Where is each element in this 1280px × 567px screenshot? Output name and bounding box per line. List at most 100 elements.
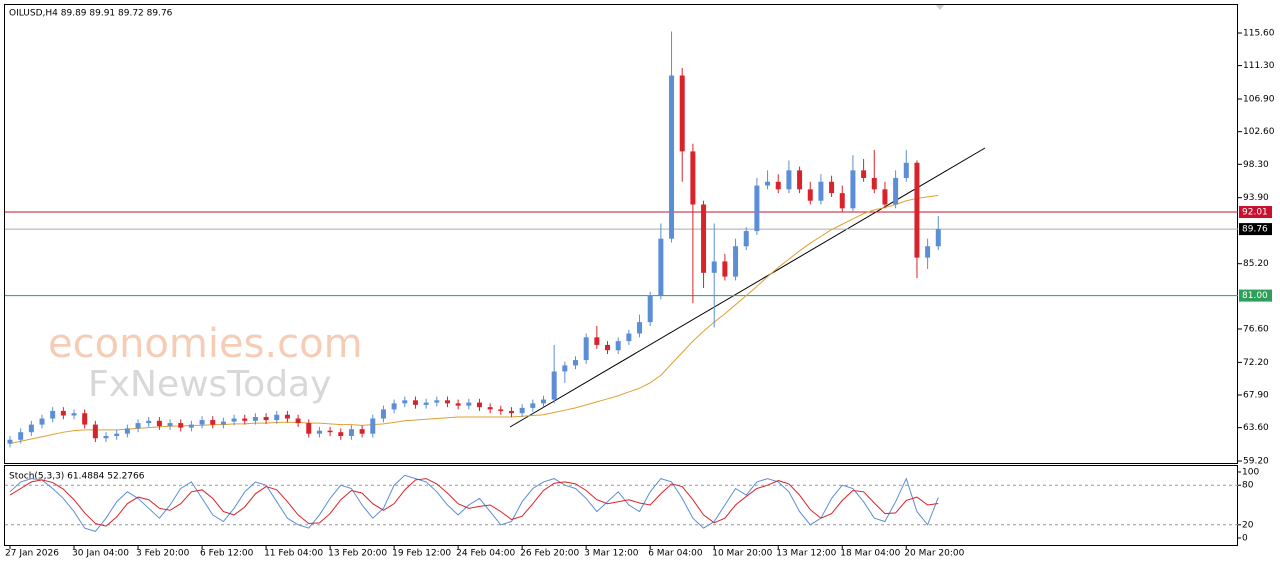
candle-body [7,439,13,444]
x-tick-label: 13 Mar 12:00 [776,549,836,559]
indicator-tick-label: 100 [1242,468,1259,478]
candle-body [615,341,621,351]
candle-body [669,75,675,239]
x-tick-label: 26 Feb 20:00 [520,549,579,559]
indicator-panel [4,465,1238,546]
candle-body [935,229,941,247]
y-tick-label: 85.20 [1243,259,1269,269]
indicator-tick-label: 80 [1242,481,1254,491]
x-tick-label: 27 Jan 2026 [5,549,59,559]
level-label: 92.01 [1242,208,1268,218]
x-tick-label: 6 Mar 04:00 [648,549,703,559]
candle-body [92,424,98,439]
candle-body [829,181,835,194]
candle-body [754,185,760,232]
candle-body [839,193,845,209]
candle-body [444,400,450,404]
candle-body [882,189,888,205]
candle-body [359,429,365,434]
candle-body [541,399,546,404]
candle-body [231,418,237,422]
candle-body [466,402,472,406]
main-panel [4,4,1238,464]
x-tick-label: 11 Feb 04:00 [264,549,323,559]
candle-body [178,423,184,428]
candle-body [306,423,312,434]
candle-body [797,170,803,190]
candle-body [434,400,440,403]
candle-body [28,424,34,433]
candle-body [338,432,344,436]
candle-body [743,231,749,247]
candle-body [71,413,77,416]
candle-body [18,432,24,440]
indicator-line [9,474,939,532]
chart-title: OILUSD,H4 89.89 89.91 89.72 89.76 [9,9,173,19]
candle-body [903,162,909,178]
candle-body [402,400,408,404]
candle-body [765,181,771,186]
indicator-tick-label: 0 [1242,534,1248,544]
candle-body [199,420,205,425]
trendline [509,147,986,428]
candle-body [220,421,226,425]
candle-body [167,423,173,427]
candle-body [701,204,707,273]
candle-body [124,428,130,434]
candle-body [850,170,856,209]
candle-body [871,177,877,190]
watermark-text: FxNewsToday [88,364,331,405]
candle-body [103,435,109,439]
candle-body [263,417,269,421]
candle-body [274,414,280,421]
candle-body [146,420,152,424]
candle-body [594,337,600,345]
candle-body [412,400,418,405]
candle-body [637,322,643,334]
candle-body [284,414,290,419]
candle-body [423,402,429,405]
y-tick-label: 111.30 [1243,61,1275,71]
candle-body [530,403,536,408]
candle-body [508,410,514,414]
x-tick-label: 30 Jan 04:00 [72,549,129,559]
y-tick-label: 59.20 [1243,457,1269,467]
y-tick-label: 102.60 [1243,127,1275,137]
candle-body [39,418,45,425]
candle-body [455,403,461,406]
candle-body [893,177,899,205]
level-label: 89.76 [1242,225,1268,235]
y-tick-label: 76.60 [1243,324,1269,334]
candle-body [114,433,120,436]
x-tick-label: 3 Feb 20:00 [136,549,190,559]
watermark-text: economies.com [48,321,363,367]
candle-body [551,371,557,400]
candle-body [626,333,632,342]
x-tick-label: 24 Feb 04:00 [456,549,515,559]
candle-body [733,246,739,277]
candle-body [818,181,824,201]
candle-body [807,189,813,201]
candle-body [775,181,781,190]
y-tick-label: 98.30 [1243,160,1269,170]
candle-body [242,418,248,421]
candle-body [60,410,66,416]
candle-body [82,413,88,425]
candle-body [519,407,525,414]
level-label-bg [1239,223,1272,236]
candle-body [391,403,397,410]
candle-body [562,365,568,372]
moving-average [9,194,939,445]
candle-body [370,418,376,434]
candle-body [316,430,322,434]
candle-body [914,162,920,258]
candle-body [786,170,792,190]
x-tick-label: 10 Mar 20:00 [712,549,772,559]
x-tick-label: 6 Feb 12:00 [200,549,254,559]
candle-body [498,409,504,411]
candle-body [380,409,386,419]
candle-body [156,420,162,427]
candle-body [50,410,56,419]
